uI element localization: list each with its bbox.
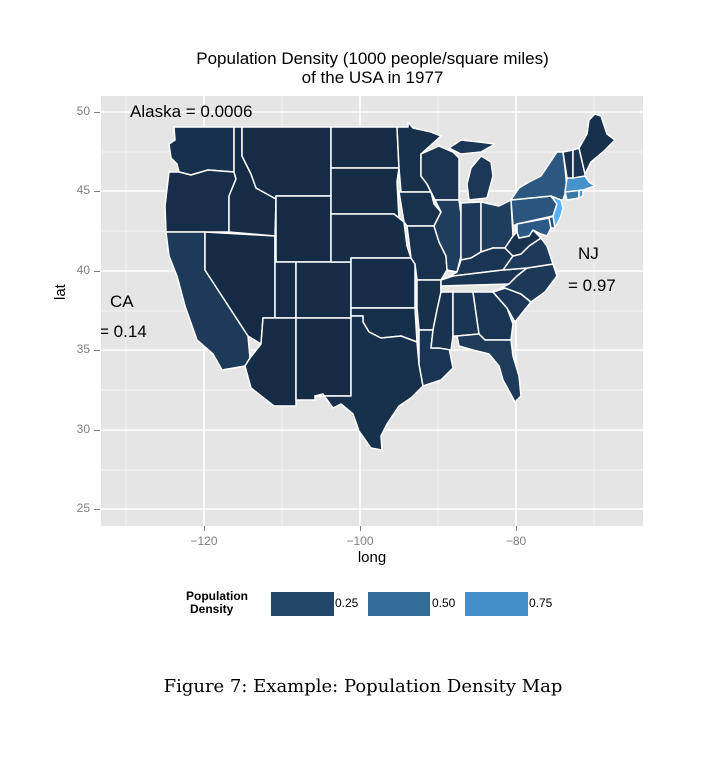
chart-title-line-1: Population Density (1000 people/square m… bbox=[196, 49, 549, 68]
y-tick-mark bbox=[94, 509, 100, 510]
legend-key-high bbox=[465, 592, 528, 616]
y-axis-label: lat bbox=[52, 284, 69, 300]
plot-panel: Alaska = 0.0006 CA = 0.14 NJ = 0.97 bbox=[101, 96, 643, 526]
state-new-york bbox=[510, 151, 568, 201]
y-tick-label: 45 bbox=[76, 183, 90, 197]
x-tick-mark bbox=[204, 526, 205, 531]
legend-title-line-2: Density bbox=[190, 602, 234, 616]
legend-key-low bbox=[271, 592, 334, 616]
y-tick-mark bbox=[94, 271, 100, 272]
x-tick-label: −80 bbox=[505, 534, 527, 548]
state-nebraska bbox=[330, 213, 412, 263]
chart-title-line-2: of the USA in 1977 bbox=[301, 68, 444, 87]
state-new-hampshire bbox=[572, 147, 586, 179]
annotation-nj-value: = 0.97 bbox=[568, 276, 616, 295]
y-tick-mark bbox=[94, 350, 100, 351]
annotation-ca-label: CA bbox=[110, 292, 134, 311]
legend-label: 0.25 bbox=[335, 596, 359, 610]
state-kansas bbox=[350, 257, 416, 309]
chart-title: Population Density (1000 people/square m… bbox=[100, 49, 645, 87]
state-new-jersey bbox=[550, 195, 564, 229]
x-tick-mark bbox=[360, 526, 361, 531]
state-new-mexico bbox=[295, 317, 352, 401]
x-tick-mark bbox=[516, 526, 517, 531]
state-indiana bbox=[460, 201, 482, 261]
state-maine bbox=[578, 113, 616, 175]
state-michigan bbox=[448, 139, 496, 201]
legend-label: 0.50 bbox=[432, 596, 456, 610]
state-washington bbox=[168, 126, 235, 176]
legend-key-mid bbox=[368, 592, 430, 616]
state-mississippi bbox=[430, 291, 454, 351]
x-tick-label: −120 bbox=[190, 534, 218, 548]
y-tick-label: 25 bbox=[76, 501, 90, 515]
y-tick-mark bbox=[94, 430, 100, 431]
x-tick-label: −100 bbox=[346, 534, 374, 548]
y-tick-label: 40 bbox=[76, 263, 90, 277]
y-tick-mark bbox=[94, 191, 100, 192]
annotation-nj-label: NJ bbox=[578, 244, 599, 263]
annotation-ca-value: = 0.14 bbox=[101, 322, 147, 341]
legend-title: Population Density bbox=[186, 590, 248, 616]
state-wyoming bbox=[275, 195, 332, 263]
legend-title-line-1: Population bbox=[186, 589, 248, 603]
x-axis-label: long bbox=[357, 549, 387, 566]
usa-map bbox=[101, 96, 643, 526]
figure-caption: Figure 7: Example: Population Density Ma… bbox=[163, 676, 563, 697]
state-south-dakota bbox=[330, 167, 400, 219]
states bbox=[164, 113, 616, 451]
state-oregon bbox=[164, 169, 237, 233]
annotation-alaska: Alaska = 0.0006 bbox=[130, 102, 253, 121]
legend-label: 0.75 bbox=[529, 596, 553, 610]
y-tick-label: 35 bbox=[76, 342, 90, 356]
state-colorado bbox=[295, 261, 352, 319]
state-north-dakota bbox=[330, 126, 400, 169]
state-florida bbox=[456, 333, 522, 403]
state-montana bbox=[241, 126, 332, 200]
state-north-carolina bbox=[492, 263, 558, 303]
y-tick-label: 30 bbox=[76, 422, 90, 436]
y-tick-label: 50 bbox=[76, 104, 90, 118]
y-tick-mark bbox=[94, 112, 100, 113]
state-texas bbox=[314, 315, 424, 451]
state-rhode-island bbox=[578, 189, 584, 199]
